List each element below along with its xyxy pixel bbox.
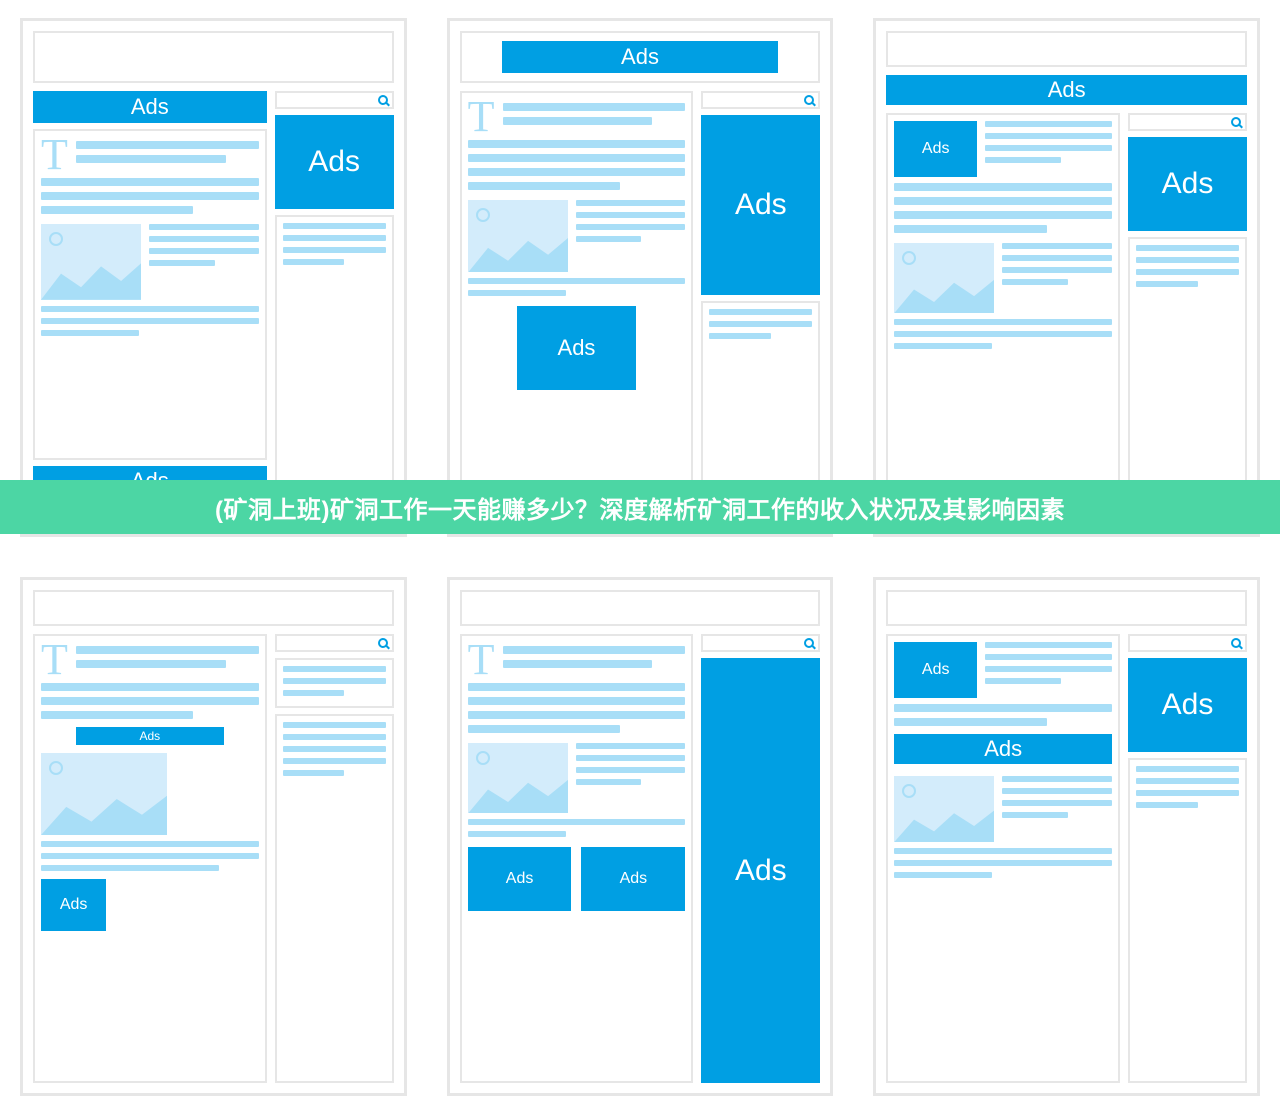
ad-sidebar-skyscraper: Ads — [701, 658, 820, 1083]
search-icon — [1231, 638, 1241, 648]
image-placeholder — [468, 743, 568, 813]
search-bar[interactable] — [1128, 113, 1247, 131]
ad-inline-square: Ads — [894, 121, 977, 177]
search-bar[interactable] — [701, 91, 820, 109]
header-placeholder — [886, 31, 1247, 67]
layout-panel-4: T Ads Ads — [20, 577, 407, 1096]
search-icon — [1231, 117, 1241, 127]
ad-top-banner: Ads — [33, 91, 267, 123]
article-body: Ads — [886, 113, 1120, 524]
header-placeholder — [33, 590, 394, 626]
search-bar[interactable] — [1128, 634, 1247, 652]
image-placeholder — [894, 776, 994, 842]
header-placeholder: Ads — [460, 31, 821, 83]
layout-grid: Ads T — [0, 0, 1280, 1114]
search-bar[interactable] — [275, 91, 394, 109]
ad-sidebar-square: Ads — [275, 115, 394, 209]
dropcap: T — [41, 137, 68, 172]
image-placeholder — [894, 243, 994, 313]
ad-sidebar-square: Ads — [1128, 137, 1247, 231]
header-placeholder — [33, 31, 394, 83]
sidebar-widget — [275, 215, 394, 524]
article-body: Ads Ads — [886, 634, 1120, 1083]
image-placeholder — [41, 753, 167, 835]
ad-inline-square: Ads — [517, 306, 637, 390]
ad-top-banner: Ads — [886, 75, 1247, 105]
dropcap: T — [468, 99, 495, 134]
ad-bottom-square-2: Ads — [581, 847, 685, 911]
article-body: T — [33, 129, 267, 460]
dropcap: T — [468, 642, 495, 677]
ad-bottom-square: Ads — [41, 879, 106, 931]
search-icon — [378, 95, 388, 105]
search-bar[interactable] — [275, 634, 394, 652]
sidebar-widget — [275, 658, 394, 708]
sidebar-widget — [1128, 758, 1247, 1083]
article-body: T Ads Ads — [460, 634, 694, 1083]
image-placeholder — [468, 200, 568, 272]
ad-sidebar-square: Ads — [1128, 658, 1247, 752]
layout-panel-2: Ads T Ads Ads — [447, 18, 834, 537]
layout-panel-5: T Ads Ads Ads — [447, 577, 834, 1096]
header-placeholder — [886, 590, 1247, 626]
overlay-banner: (矿洞上班)矿洞工作一天能赚多少？深度解析矿洞工作的收入状况及其影响因素 — [0, 480, 1280, 534]
ad-bottom-square-1: Ads — [468, 847, 572, 911]
ad-mid-banner: Ads — [894, 734, 1112, 764]
ad-inline-tiny-banner: Ads — [76, 727, 224, 745]
ad-sidebar-tall: Ads — [701, 115, 820, 295]
layout-panel-3: Ads Ads Ads — [873, 18, 1260, 537]
layout-panel-1: Ads T — [20, 18, 407, 537]
ad-inline-square: Ads — [894, 642, 977, 698]
search-icon — [804, 638, 814, 648]
layout-panel-6: Ads Ads Ads — [873, 577, 1260, 1096]
sidebar-widget — [275, 714, 394, 1083]
article-body: T Ads — [460, 91, 694, 524]
header-placeholder — [460, 590, 821, 626]
article-body: T Ads Ads — [33, 634, 267, 1083]
dropcap: T — [41, 642, 68, 677]
search-icon — [804, 95, 814, 105]
search-icon — [378, 638, 388, 648]
image-placeholder — [41, 224, 141, 300]
search-bar[interactable] — [701, 634, 820, 652]
ad-header-banner: Ads — [502, 41, 779, 73]
